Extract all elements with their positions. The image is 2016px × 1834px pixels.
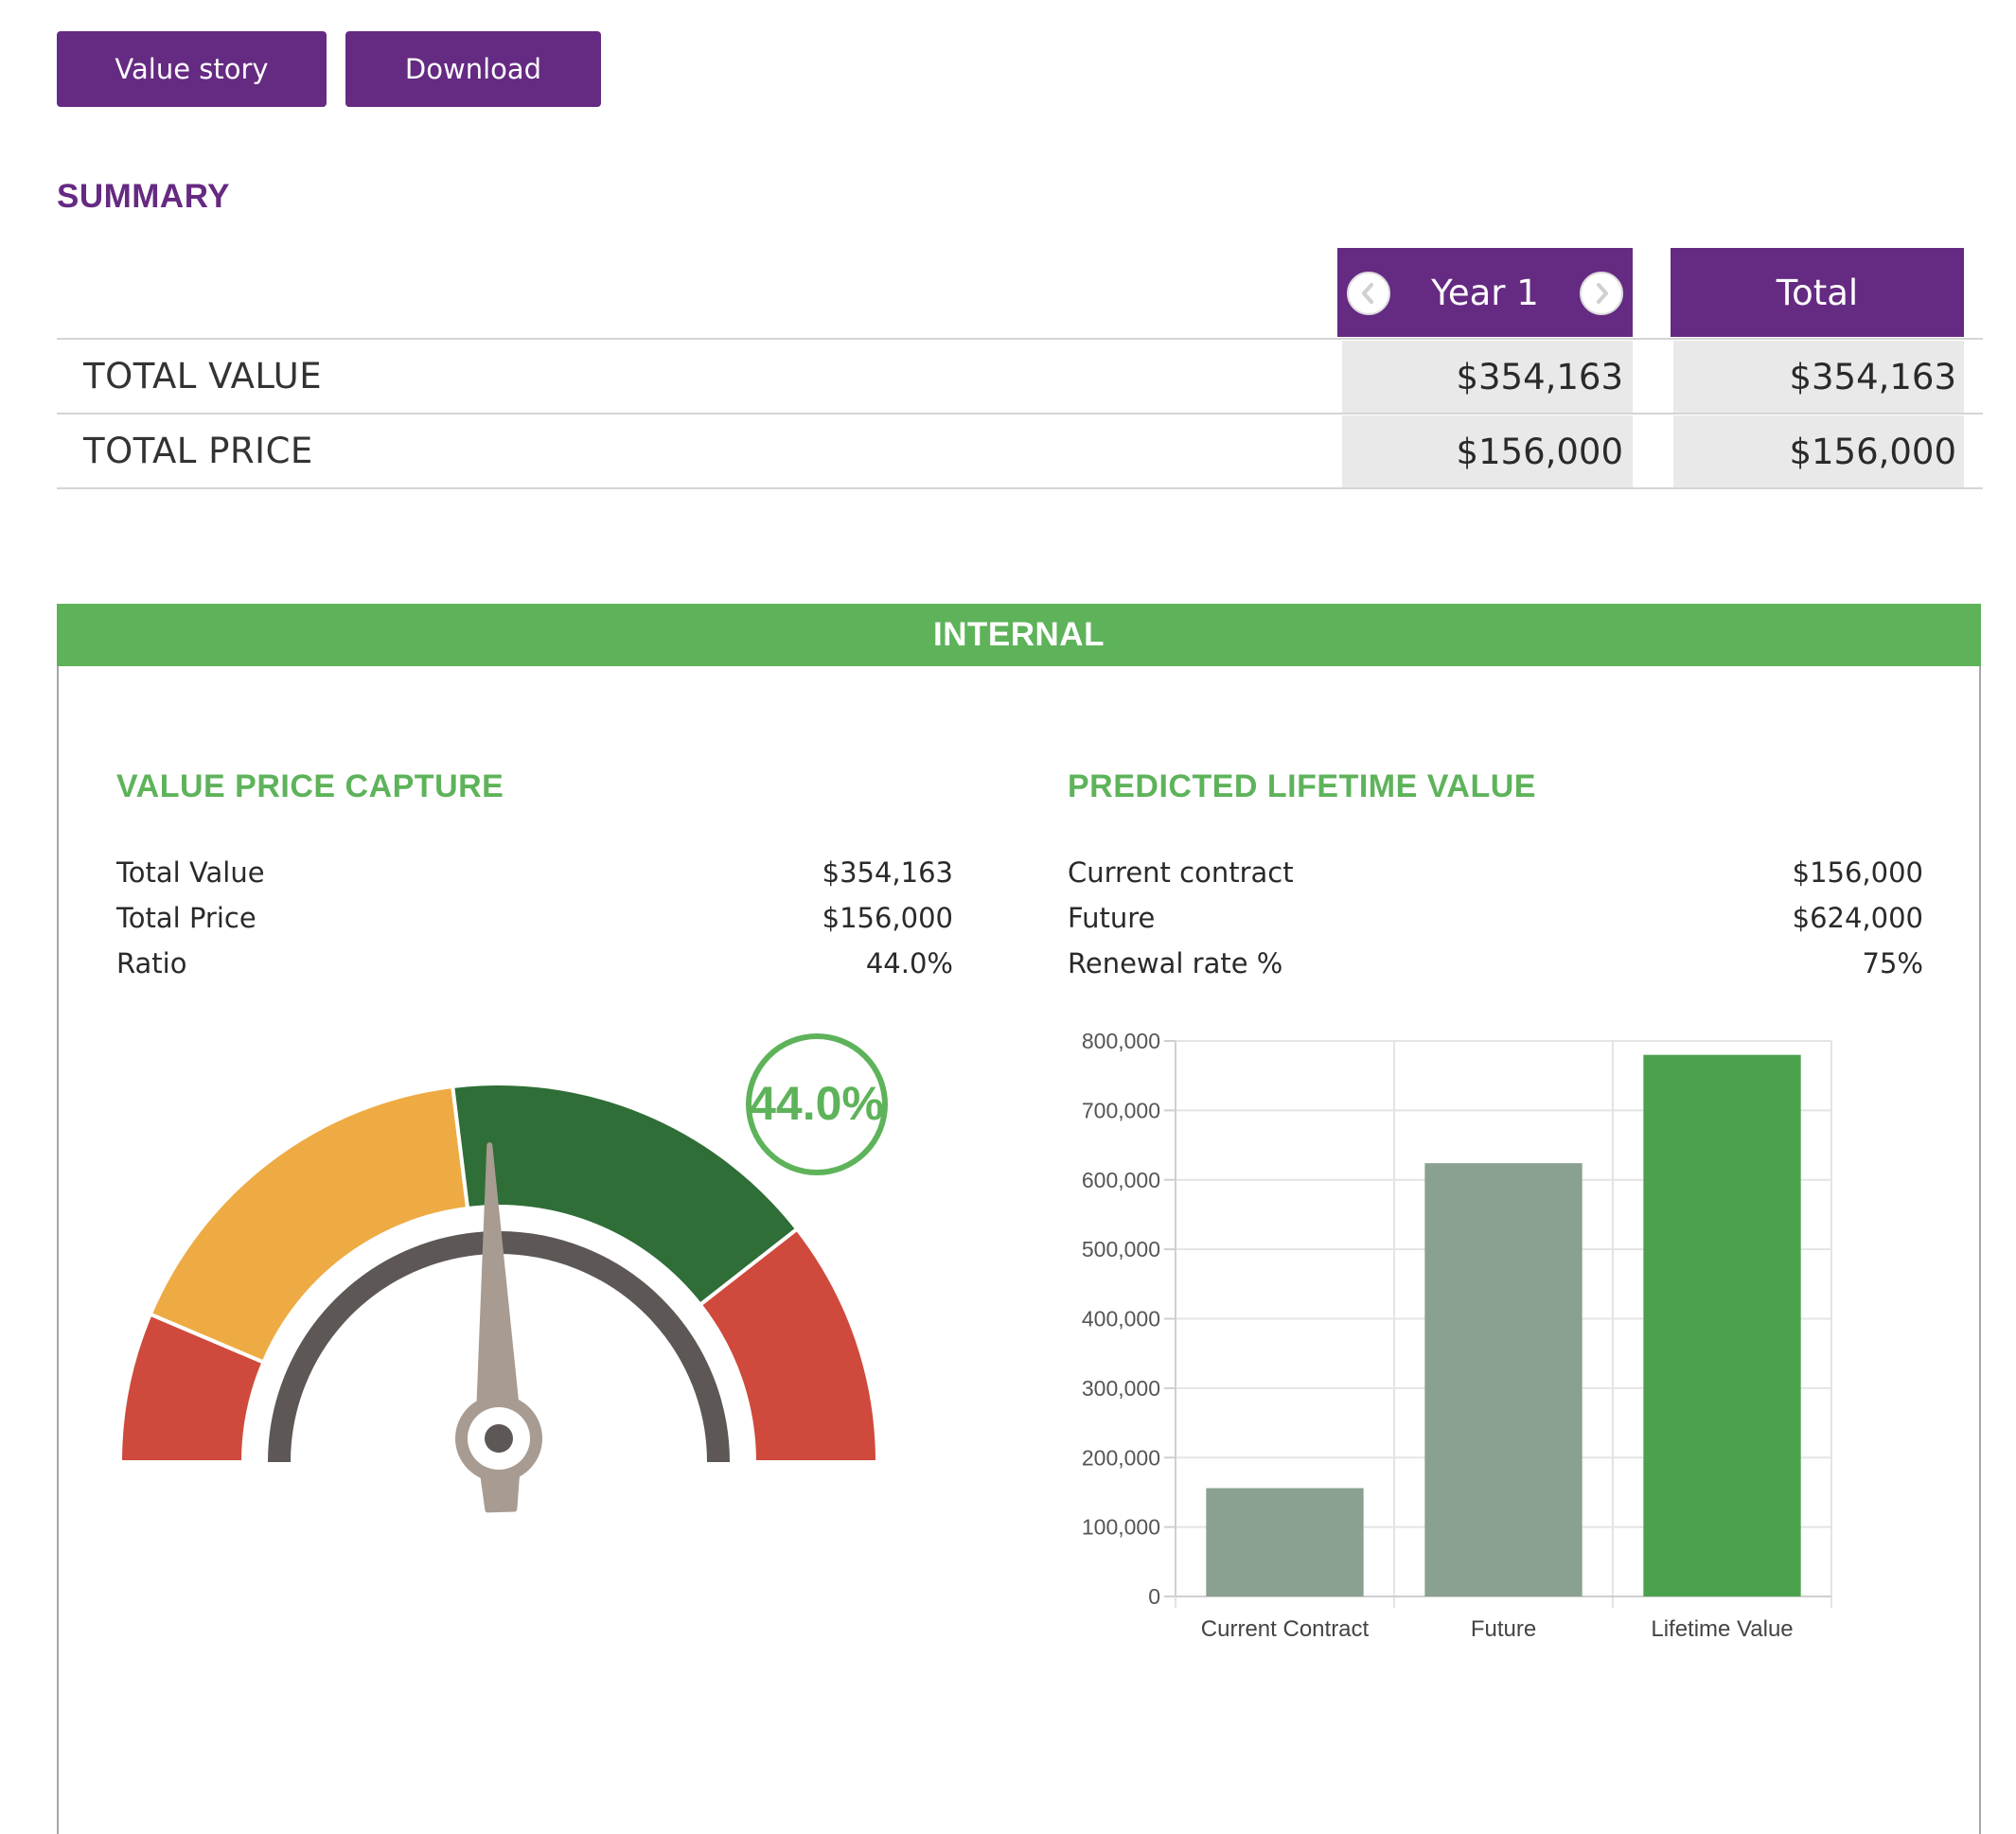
gauge-needle bbox=[455, 1142, 542, 1513]
bar bbox=[1206, 1488, 1364, 1596]
total-price-year-cell: $156,000 bbox=[1342, 415, 1633, 487]
x-tick-label: Future bbox=[1471, 1616, 1536, 1642]
divider bbox=[57, 338, 1983, 340]
y-tick-label: 700,000 bbox=[1082, 1098, 1160, 1122]
lifetime-value-chart: 0 100,000 200,000 300,000 400,000 500,000 600,… bbox=[1082, 1029, 1832, 1642]
total-price-label: Total Price bbox=[116, 902, 256, 934]
chevron-left-icon bbox=[1362, 283, 1373, 304]
total-column-label: Total bbox=[1776, 272, 1859, 313]
total-price-label: TOTAL PRICE bbox=[83, 431, 313, 471]
divider bbox=[57, 487, 1983, 489]
future-value: $624,000 bbox=[1792, 902, 1923, 934]
current-contract-value: $156,000 bbox=[1792, 856, 1923, 889]
gauge-value-label: 44.0% bbox=[750, 1077, 884, 1130]
y-tick-label: 800,000 bbox=[1082, 1029, 1160, 1053]
total-value-total-cell: $354,163 bbox=[1673, 341, 1964, 413]
divider bbox=[57, 413, 1983, 414]
total-price-total-cell: $156,000 bbox=[1673, 415, 1964, 487]
total-value-amount: $354,163 bbox=[822, 856, 953, 889]
gauge-band-orange bbox=[148, 1084, 470, 1366]
total-value-year-cell: $354,163 bbox=[1342, 341, 1633, 413]
next-year-button[interactable] bbox=[1580, 272, 1623, 315]
y-tick-label: 400,000 bbox=[1082, 1307, 1160, 1331]
value-price-capture-title: VALUE PRICE CAPTURE bbox=[116, 768, 504, 804]
year-column-label: Year 1 bbox=[1431, 272, 1539, 313]
summary-title: SUMMARY bbox=[57, 178, 231, 215]
value-capture-gauge: 44.0% bbox=[117, 1033, 888, 1513]
total-column-header: Total bbox=[1671, 248, 1964, 337]
y-tick-label: 300,000 bbox=[1082, 1376, 1160, 1401]
internal-header: INTERNAL bbox=[57, 604, 1981, 666]
gauge-band-high-red bbox=[697, 1226, 880, 1464]
renewal-rate-value: 75% bbox=[1862, 947, 1923, 979]
y-tick-label: 600,000 bbox=[1082, 1168, 1160, 1192]
renewal-rate-label: Renewal rate % bbox=[1068, 947, 1283, 979]
previous-year-button[interactable] bbox=[1347, 272, 1390, 315]
ratio-label: Ratio bbox=[116, 947, 187, 979]
y-tick-label: 100,000 bbox=[1082, 1515, 1160, 1540]
current-contract-label: Current contract bbox=[1068, 856, 1294, 889]
value-story-button[interactable]: Value story bbox=[57, 31, 327, 107]
bar bbox=[1424, 1163, 1583, 1596]
x-tick-label: Lifetime Value bbox=[1651, 1616, 1793, 1642]
future-label: Future bbox=[1068, 902, 1156, 934]
y-tick-label: 0 bbox=[1148, 1584, 1160, 1609]
chevron-right-icon bbox=[1597, 283, 1608, 304]
download-button[interactable]: Download bbox=[345, 31, 601, 107]
total-value-label: Total Value bbox=[116, 856, 265, 889]
bar bbox=[1643, 1054, 1801, 1596]
gauge-bands bbox=[117, 1082, 880, 1464]
gauge-value-badge bbox=[746, 1033, 888, 1175]
total-value-label: TOTAL VALUE bbox=[83, 356, 323, 397]
y-tick-label: 200,000 bbox=[1082, 1445, 1160, 1470]
year-column-header: Year 1 bbox=[1337, 248, 1633, 337]
total-price-amount: $156,000 bbox=[822, 902, 953, 934]
y-tick-label: 500,000 bbox=[1082, 1237, 1160, 1261]
ratio-value: 44.0% bbox=[865, 947, 953, 979]
predicted-lifetime-value-title: PREDICTED LIFETIME VALUE bbox=[1068, 768, 1536, 804]
x-tick-label: Current Contract bbox=[1201, 1616, 1370, 1642]
